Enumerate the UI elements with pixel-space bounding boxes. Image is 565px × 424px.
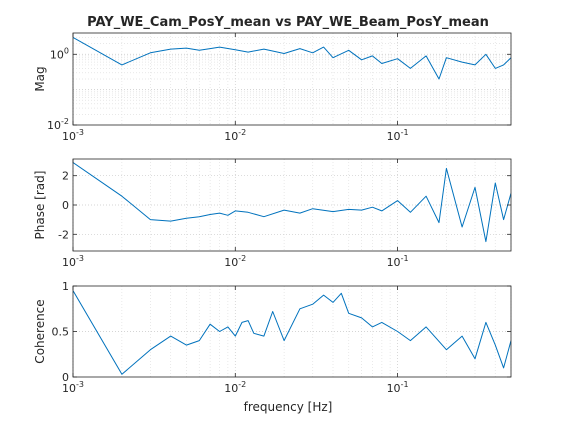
phase-x-tick-label-exponent: -1 — [401, 254, 409, 263]
phase-series-line — [73, 162, 511, 243]
coherence-x-tick-label: 10-1 — [387, 380, 409, 395]
coherence-x-tick-label-exponent: -2 — [238, 380, 246, 389]
magnitude-x-tick-label-exponent: -2 — [238, 128, 246, 137]
phase-x-tick-label-exponent: -3 — [76, 254, 84, 263]
magnitude-x-tick-label: 10-3 — [62, 128, 84, 143]
coherence-y-axis-label: Coherence — [33, 299, 47, 363]
coherence-x-tick-label-base: 10 — [224, 382, 238, 395]
coherence-x-tick-label-base: 10 — [62, 382, 76, 395]
phase-y-tick-label: 2 — [62, 170, 69, 183]
magnitude-y-tick-label: 10-2 — [47, 117, 69, 132]
coherence-x-tick-label-exponent: -1 — [401, 380, 409, 389]
coherence-y-tick-label: 0 — [62, 371, 69, 384]
phase-x-tick-label: 10-2 — [224, 254, 246, 269]
magnitude-axes-box — [72, 32, 512, 126]
x-axis-label: frequency [Hz] — [244, 400, 333, 414]
phase-y-axis-label: Phase [rad] — [33, 171, 47, 240]
phase-x-tick-label: 10-3 — [62, 254, 84, 269]
magnitude-y-tick-label-exponent: -2 — [61, 117, 69, 126]
magnitude-x-tick-label-base: 10 — [387, 130, 401, 143]
coherence-x-tick-label-base: 10 — [387, 382, 401, 395]
magnitude-x-tick-label-base: 10 — [224, 130, 238, 143]
figure-title: PAY_WE_Cam_PosY_mean vs PAY_WE_Beam_PosY… — [87, 15, 489, 30]
coherence-y-tick-label: 1 — [62, 280, 69, 293]
phase-x-tick-label-base: 10 — [387, 256, 401, 269]
phase-x-tick-label: 10-1 — [387, 254, 409, 269]
magnitude-y-tick-label-base: 10 — [47, 119, 61, 132]
magnitude-x-tick-label-exponent: -3 — [76, 128, 84, 137]
magnitude-grid — [72, 33, 512, 125]
magnitude-series-line — [73, 36, 511, 80]
magnitude-y-tick-label-exponent: 0 — [64, 46, 69, 55]
magnitude-y-tick-label-base: 10 — [50, 48, 64, 61]
magnitude-y-axis-label: Mag — [33, 66, 47, 91]
magnitude-y-tick-label: 100 — [50, 46, 69, 61]
coherence-y-tick-label: 0.5 — [52, 326, 70, 339]
magnitude-x-tick-label: 10-2 — [224, 128, 246, 143]
coherence-x-tick-label: 10-2 — [224, 380, 246, 395]
phase-x-tick-label-base: 10 — [224, 256, 238, 269]
phase-x-tick-label-base: 10 — [62, 256, 76, 269]
phase-y-tick-label: -2 — [58, 228, 69, 241]
magnitude-x-tick-label: 10-1 — [387, 128, 409, 143]
coherence-series-line — [73, 290, 511, 375]
magnitude-x-tick-label-base: 10 — [62, 130, 76, 143]
phase-y-tick-label: 0 — [62, 199, 69, 212]
phase-x-tick-label-exponent: -2 — [238, 254, 246, 263]
magnitude-x-tick-label-exponent: -1 — [401, 128, 409, 137]
coherence-x-tick-label: 10-3 — [62, 380, 84, 395]
coherence-x-tick-label-exponent: -3 — [76, 380, 84, 389]
